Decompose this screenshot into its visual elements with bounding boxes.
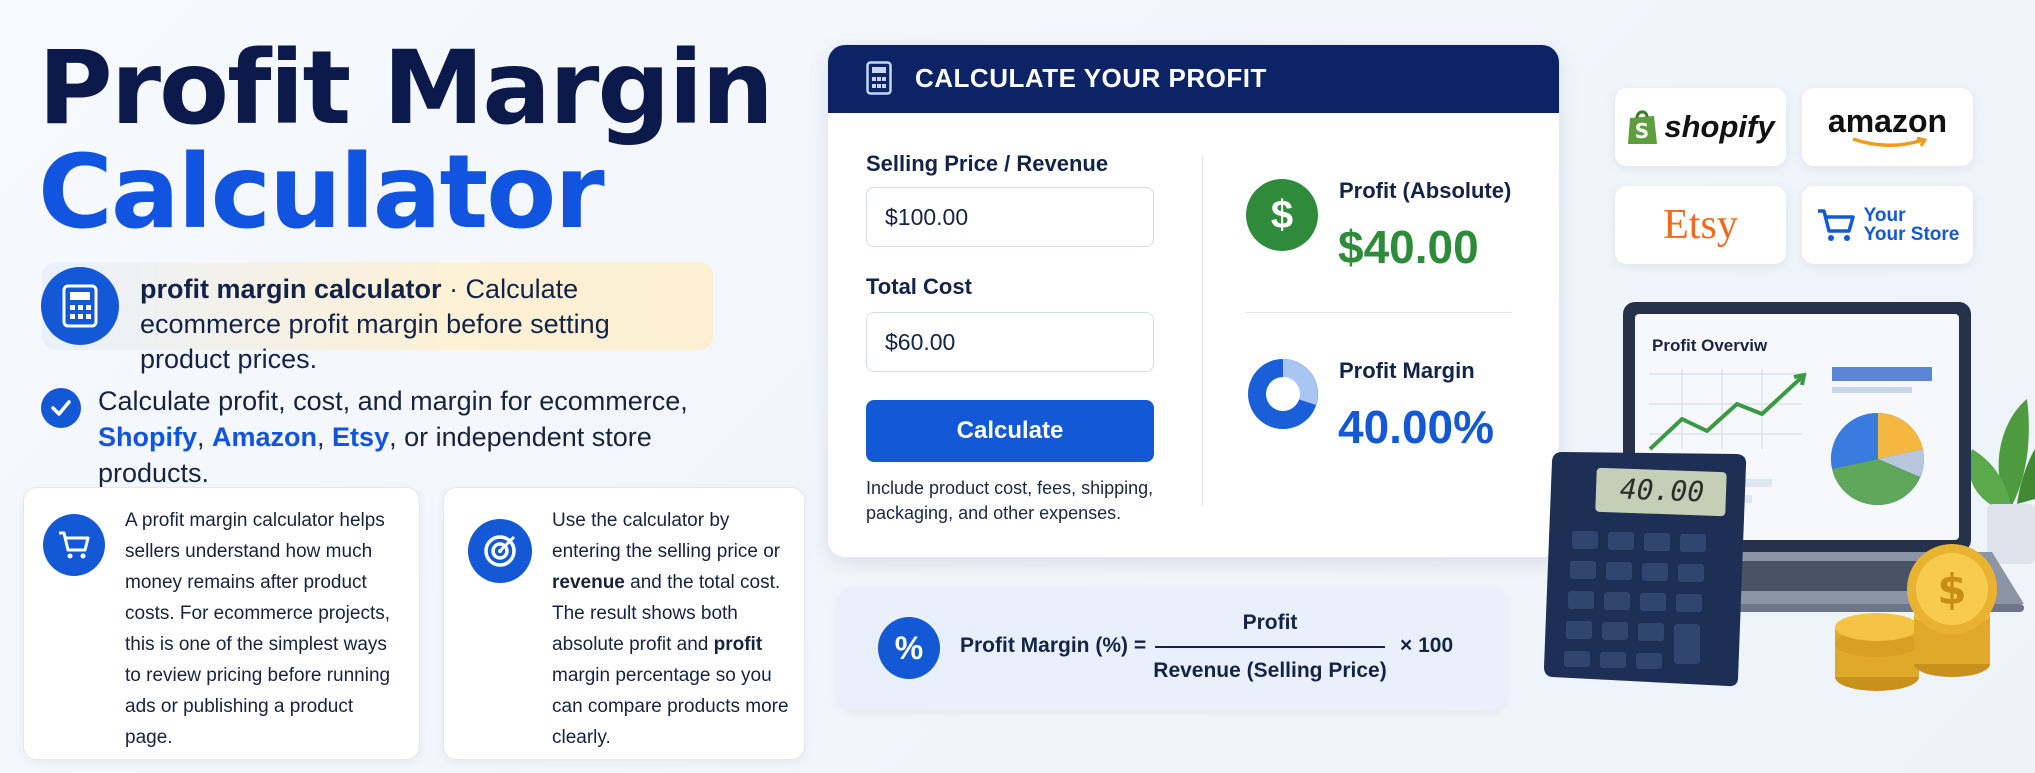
highlight-bar [42,262,713,350]
panel-title: CALCULATE YOUR PROFIT [915,63,1267,93]
highlight-bold: profit margin calculator [140,274,442,304]
store-text: Your Your Store [1864,206,1960,244]
title-line1: Profit Margin [38,29,774,148]
cost-input[interactable]: $60.00 [866,312,1154,372]
screen-pie [1830,412,1924,506]
title-line2: Calculator [38,133,605,252]
card-bold: revenue [552,572,625,593]
card-bold: profit [713,634,763,655]
svg-text:$: $ [1937,565,1966,614]
plant [1968,399,2035,564]
illustration: Profit Overviw 40.00 $ [1544,302,2035,691]
percent-icon: % [878,617,940,679]
formula-multiplier: × 100 [1400,634,1454,657]
feature-part: , [317,422,333,452]
result-label: Profit Margin [1339,358,1475,383]
highlight-rest: · Calculate ecommerce profit margin befo… [140,274,610,374]
field-label: Total Cost [866,274,972,299]
desk-calculator: 40.00 [1544,452,1747,687]
formula-left: Profit Margin (%) = [960,634,1147,657]
logo-text: Your Store [1863,224,1960,245]
logo-text: Etsy [1663,202,1738,248]
feature-brand: Etsy [332,422,390,452]
result-label: Profit (Absolute) [1339,178,1512,203]
icon-glyph [62,284,98,328]
field-label: Selling Price / Revenue [866,151,1109,176]
svg-text:S: S [1635,119,1649,143]
card-part: and the total cost. The result shows bot… [552,572,781,655]
check-icon [41,388,81,428]
panel-header [828,45,1559,113]
pie-icon [1248,359,1318,429]
margin-value: 40.00% [1338,401,1495,453]
feature-part: Calculate profit, cost, and margin for e… [98,386,688,416]
logo-text: shopify [1664,109,1775,144]
note: Include product cost, fees, shipping, pa… [866,478,1154,523]
screen-title: Profit Overviw [1652,336,1768,355]
logo-etsy: Etsy [1615,186,1786,264]
target-glyph [484,535,516,567]
calculator-icon [41,267,119,345]
formula-denominator: Revenue (Selling Price) [1153,659,1387,682]
calculate-button[interactable]: Calculate [866,400,1154,462]
dollar-icon: $ [1246,179,1318,251]
feature-brand: Amazon [212,422,318,452]
profit-value: $40.00 [1338,221,1479,273]
price-input[interactable]: $100.00 [866,187,1154,247]
shopify-bag: S [1628,110,1658,144]
header-icon [866,61,892,95]
calc-display: 40.00 [1619,473,1704,509]
feature-text: Calculate profit, cost, and margin for e… [98,383,738,491]
screen-grid [1650,369,1802,449]
logo-shopify: S shopify [1615,88,1786,166]
card-part: Use the calculator by entering the selli… [552,510,781,562]
cart-icon [43,514,105,576]
calculator-panel [827,44,1560,558]
divider [1202,156,1203,506]
formula-numerator: Profit [1242,611,1298,634]
logo-amazon: amazon [1802,88,1973,166]
target-icon [468,519,532,583]
card-text: A profit margin calculator helps sellers… [125,510,391,748]
logo-store: Your Your Store [1802,186,1973,264]
coins: $ [1835,544,1997,691]
formula-box [837,587,1506,710]
logo-text: Your [1863,205,1906,226]
card-part: margin percentage so you can compare pro… [552,665,789,748]
divider [1246,312,1512,313]
feature-brand: Shopify [98,422,197,452]
feature-part: , or independent store products. [98,422,652,488]
store-cart [1817,209,1855,241]
logo-text: amazon [1827,103,1948,139]
cart-glyph [59,531,90,559]
highlight-text: profit margin calculator · Calculate eco… [140,272,700,377]
feature-part: , [197,422,213,452]
amazon-smile [1851,137,1927,147]
fraction-line [1155,646,1385,648]
check-glyph [51,400,71,416]
card-text: Use the calculator by entering the selli… [552,505,792,753]
